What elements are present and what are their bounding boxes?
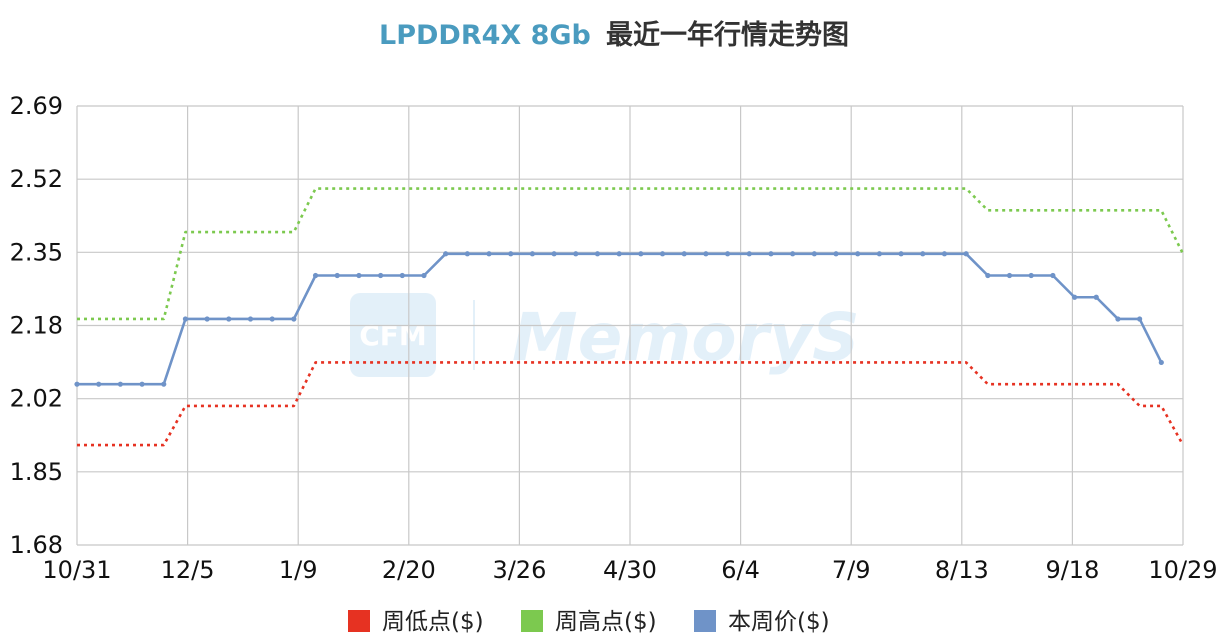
legend-label: 本周价($) bbox=[728, 609, 830, 635]
x-tick-label: 6/4 bbox=[721, 556, 760, 584]
data-point bbox=[117, 381, 123, 387]
data-point bbox=[1028, 272, 1034, 279]
legend-item: 周低点($) bbox=[348, 609, 484, 635]
data-point bbox=[399, 272, 405, 279]
data-point bbox=[269, 316, 275, 322]
data-point bbox=[681, 251, 687, 257]
data-point bbox=[638, 251, 644, 257]
data-point bbox=[1093, 294, 1099, 300]
data-point bbox=[291, 316, 297, 322]
data-point bbox=[378, 272, 384, 279]
data-point bbox=[724, 251, 731, 257]
data-point bbox=[226, 316, 232, 322]
data-point bbox=[941, 251, 948, 257]
legend-label: 周低点($) bbox=[382, 609, 484, 635]
legend-swatch bbox=[694, 610, 716, 632]
y-tick-label: 2.69 bbox=[10, 92, 63, 120]
series-2 bbox=[77, 187, 1185, 321]
watermark-logo-text: CFM bbox=[359, 319, 427, 352]
data-point bbox=[139, 381, 145, 387]
chart-title-prefix: LPDDR4X 8Gb bbox=[379, 20, 591, 51]
data-point bbox=[659, 251, 666, 257]
data-point bbox=[1050, 272, 1056, 279]
data-point bbox=[464, 251, 470, 257]
series-line bbox=[77, 187, 1185, 321]
legend-swatch bbox=[348, 610, 370, 632]
data-point bbox=[768, 251, 774, 257]
x-tick-label: 8/13 bbox=[935, 556, 989, 584]
data-point bbox=[1006, 272, 1013, 279]
data-point bbox=[920, 251, 926, 257]
y-tick-label: 2.18 bbox=[10, 312, 63, 340]
data-point bbox=[855, 251, 861, 257]
data-point bbox=[985, 272, 991, 279]
data-point bbox=[161, 381, 167, 387]
legend-label: 周高点($) bbox=[555, 609, 657, 635]
data-point bbox=[963, 251, 969, 257]
data-point bbox=[74, 381, 80, 387]
data-point bbox=[508, 251, 514, 257]
data-point bbox=[746, 251, 752, 257]
data-point bbox=[594, 251, 601, 257]
data-point bbox=[790, 251, 796, 257]
data-point bbox=[1137, 316, 1143, 322]
data-point bbox=[486, 251, 492, 257]
x-tick-label: 10/31 bbox=[42, 556, 111, 584]
data-point bbox=[443, 251, 449, 257]
data-point bbox=[1158, 359, 1164, 366]
data-point bbox=[876, 251, 882, 257]
y-tick-label: 2.35 bbox=[10, 238, 63, 266]
data-point bbox=[182, 316, 189, 322]
y-tick-label: 2.52 bbox=[10, 165, 63, 193]
data-point bbox=[334, 272, 340, 279]
x-tick-label: 7/9 bbox=[832, 556, 871, 584]
series-1 bbox=[77, 361, 1185, 447]
data-point bbox=[421, 272, 427, 279]
data-point bbox=[898, 251, 904, 257]
x-tick-label: 4/30 bbox=[603, 556, 657, 584]
y-tick-label: 2.02 bbox=[10, 385, 63, 413]
data-point bbox=[529, 251, 536, 257]
data-point bbox=[833, 251, 839, 257]
chart-title-suffix: 最近一年行情走势图 bbox=[606, 19, 849, 51]
data-point bbox=[811, 251, 817, 257]
data-point bbox=[96, 381, 102, 387]
watermark: CFM MemoryS bbox=[350, 293, 860, 377]
data-point bbox=[312, 272, 319, 279]
series-line bbox=[77, 361, 1185, 447]
series-3 bbox=[74, 251, 1164, 387]
data-point bbox=[616, 251, 622, 257]
data-point bbox=[1115, 316, 1121, 322]
legend-item: 周高点($) bbox=[521, 609, 657, 635]
data-point bbox=[1071, 294, 1078, 300]
x-tick-label: 10/29 bbox=[1148, 556, 1217, 584]
x-tick-label: 1/9 bbox=[279, 556, 318, 584]
data-point bbox=[356, 272, 362, 279]
data-point bbox=[247, 316, 254, 322]
legend-item: 本周价($) bbox=[694, 609, 830, 635]
watermark-wordmark: MemoryS bbox=[512, 299, 860, 376]
legend-swatch bbox=[521, 610, 543, 632]
x-tick-label: 2/20 bbox=[382, 556, 436, 584]
watermark-logo-box bbox=[350, 293, 436, 377]
x-tick-label: 3/26 bbox=[492, 556, 546, 584]
data-point bbox=[204, 316, 210, 322]
x-tick-label: 12/5 bbox=[161, 556, 215, 584]
chart-title: LPDDR4X 8Gb 最近一年行情走势图 bbox=[379, 19, 849, 51]
x-tick-label: 9/18 bbox=[1045, 556, 1099, 584]
y-tick-label: 1.85 bbox=[10, 458, 63, 486]
data-point bbox=[573, 251, 579, 257]
data-point bbox=[703, 251, 709, 257]
data-point bbox=[551, 251, 557, 257]
y-tick-label: 1.68 bbox=[10, 531, 63, 559]
